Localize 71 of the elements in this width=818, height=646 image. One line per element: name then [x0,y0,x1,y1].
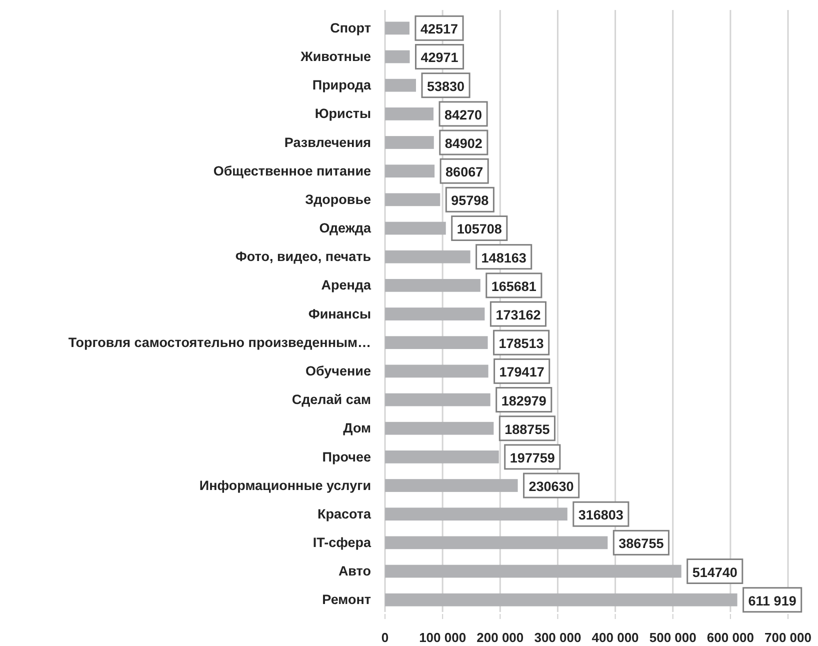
bar [385,50,410,64]
bar [385,136,434,149]
bar [385,564,682,578]
x-tick-label: 700 000 [764,630,812,646]
data-label: 84270 [444,107,482,122]
bar [385,508,568,521]
y-tick-label: Дом [343,420,372,436]
data-label: 179417 [499,364,544,380]
y-tick-label: Одежда [319,220,372,236]
bar [385,336,488,350]
bar [385,422,494,435]
x-tick-label: 100 000 [419,630,466,646]
y-tick-label: Фото, видео, печать [235,249,371,264]
y-tick-label: Здоровье [305,192,372,207]
y-tick-label: Торговля самостоятельно произведенным… [68,334,371,350]
data-label: 611 919 [748,593,796,608]
data-label: 173162 [496,308,541,322]
bar [385,78,416,92]
bar [385,164,435,178]
data-label: 105708 [456,222,502,237]
y-tick-label: Природа [312,78,372,93]
data-label: 316803 [578,508,624,523]
data-label: 84902 [444,136,482,151]
y-tick-label: Сделай сам [292,392,371,408]
x-tick-label: 400 000 [592,630,639,646]
y-tick-label: Обучение [306,363,372,378]
y-tick-label: IT-сфера [312,535,372,550]
y-tick-label: Красота [317,506,372,522]
x-tick-label: 200 000 [476,630,524,646]
bar [385,22,410,35]
data-label: 182979 [501,393,546,408]
x-tick-label: 500 000 [649,630,696,646]
data-label: 230630 [528,479,574,494]
y-tick-label: Финансы [308,306,371,322]
x-tick-label: 600 000 [706,630,754,646]
bar [385,222,446,235]
data-label: 148163 [481,250,527,266]
data-label: 514740 [692,564,738,580]
y-tick-label: Животные [300,49,372,64]
bar [385,450,499,464]
data-label: 86067 [446,164,484,180]
data-label: 178513 [498,336,544,352]
data-label: 53830 [426,78,465,94]
data-label: 95798 [451,193,490,208]
bar [385,278,480,292]
bar [385,107,434,120]
x-tick-label: 300 000 [534,630,582,646]
y-tick-label: Прочее [322,449,372,464]
y-tick-label: Юристы [314,106,371,122]
y-tick-label: Ремонт [322,592,372,608]
data-label: 386755 [618,536,664,552]
data-label: 42971 [420,50,459,66]
bar [385,479,518,492]
data-label: 188755 [504,422,550,437]
bar [385,308,485,320]
y-tick-label: Информационные услуги [199,478,371,493]
bar [385,536,608,550]
x-tick-label: 0 [381,630,389,646]
y-tick-label: Аренда [321,278,372,293]
data-label: 165681 [491,278,537,294]
y-tick-label: Общественное питание [213,163,372,178]
data-label: 197759 [510,450,555,466]
bar [385,593,738,606]
bar [385,364,488,378]
bar [385,250,470,264]
y-tick-label: Развлечения [284,134,371,150]
data-label: 42517 [420,22,458,37]
bar [385,393,490,406]
y-tick-label: Авто [338,564,371,579]
y-tick-label: Спорт [330,20,372,36]
bar [385,193,440,206]
